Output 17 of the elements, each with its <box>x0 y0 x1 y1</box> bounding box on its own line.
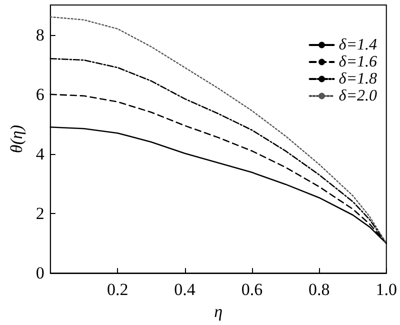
legend-label: δ=1.8 <box>338 70 377 88</box>
legend-label: δ=1.4 <box>338 36 377 54</box>
y-tick-label: 2 <box>36 204 44 224</box>
y-tick-label: 0 <box>36 264 44 283</box>
x-tick-label: 0.8 <box>308 280 330 300</box>
x-tick-label: 0.2 <box>106 280 128 300</box>
x-axis-title: η <box>214 302 223 321</box>
legend-label: δ=1.6 <box>338 54 377 70</box>
x-tick-label: 0.4 <box>174 280 196 300</box>
y-tick-label: 6 <box>36 84 44 104</box>
x-tick-label: 0.6 <box>241 280 263 300</box>
y-axis-title: θ(η) <box>7 124 26 154</box>
y-tick-label: 4 <box>36 144 45 164</box>
x-tick-label: 1.0 <box>376 280 397 300</box>
legend-label: δ=2.0 <box>338 88 377 104</box>
y-tick-label: 8 <box>36 25 44 44</box>
line-series <box>50 16 387 244</box>
